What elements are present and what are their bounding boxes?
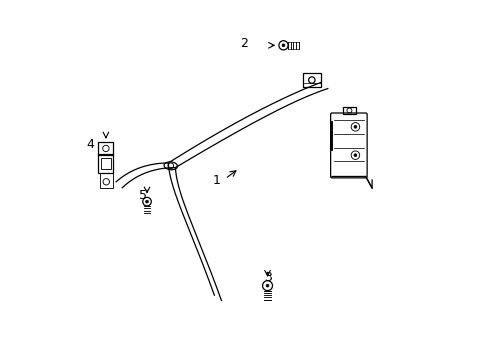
Text: 1: 1 (212, 174, 220, 186)
Circle shape (353, 154, 356, 157)
Bar (303, 73, 320, 87)
Text: 3: 3 (263, 271, 271, 284)
Circle shape (353, 125, 356, 128)
Bar (98, 142, 113, 155)
Text: 2: 2 (240, 37, 248, 50)
Circle shape (145, 200, 148, 203)
Bar (101, 158, 111, 169)
Bar (342, 107, 355, 114)
Circle shape (282, 44, 285, 47)
Text: 4: 4 (86, 138, 94, 151)
Text: 5: 5 (139, 189, 147, 202)
Bar (100, 172, 112, 188)
Circle shape (265, 284, 268, 287)
Bar (98, 154, 113, 173)
